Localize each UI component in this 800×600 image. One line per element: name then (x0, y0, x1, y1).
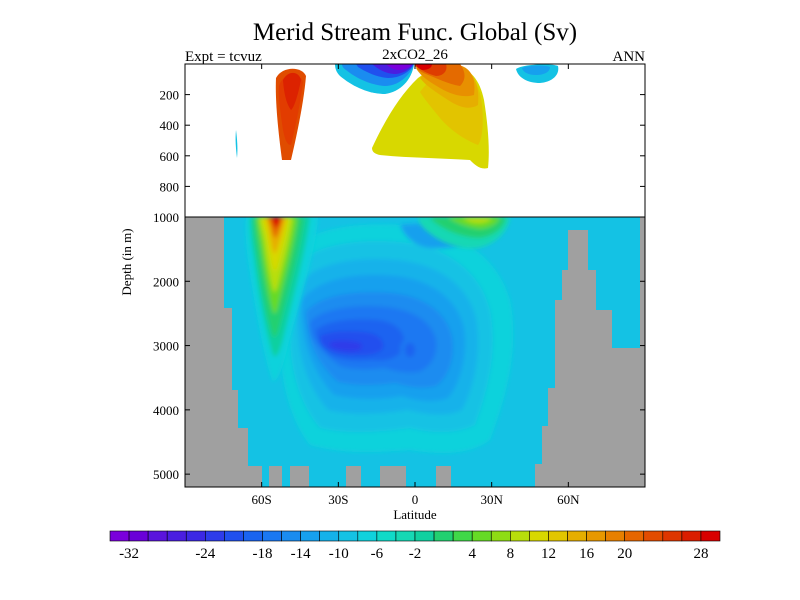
colorbar-swatch (205, 530, 225, 542)
chart-title: Merid Stream Func. Global (Sv) (253, 19, 577, 46)
weddell-feature (235, 130, 238, 158)
colorbar-label: 16 (579, 546, 595, 562)
colorbar-swatch (147, 530, 168, 542)
colorbar-swatch (643, 530, 664, 542)
seafloor-topography (185, 217, 645, 487)
land-mask (290, 466, 309, 487)
contour-band (405, 343, 415, 357)
colorbar-swatch (567, 530, 587, 542)
y-tick-label: 600 (160, 149, 180, 164)
land-mask (346, 466, 361, 487)
colorbar-label: -24 (195, 546, 215, 562)
tropical-negative-cell (335, 64, 414, 94)
colorbar-swatch (109, 530, 130, 542)
antarctic-deep-limb (245, 217, 318, 382)
y-tick-label: 800 (160, 179, 180, 194)
colorbar-label: 20 (617, 546, 632, 562)
colorbar-label: -2 (409, 546, 422, 562)
colorbar-swatch (224, 530, 244, 542)
lower-panel (184, 216, 646, 488)
land-mask (185, 217, 262, 487)
colorbar-label: -6 (371, 546, 384, 562)
colorbar-label: 4 (468, 546, 476, 562)
colorbar-swatch (166, 530, 187, 542)
northern-cell (372, 64, 489, 169)
colorbar-swatch (586, 530, 606, 542)
upper-panel (184, 63, 646, 218)
colorbar-swatch (510, 530, 530, 542)
colorbar-swatch (281, 530, 301, 542)
colorbar-swatch (452, 530, 473, 542)
subtitle-left: Expt = tcvuz (185, 49, 262, 65)
colorbar-swatch (300, 530, 320, 542)
subtitle-center: 2xCO2_26 (382, 47, 448, 63)
deep-cell (278, 223, 514, 453)
colorbar-swatch (376, 530, 397, 542)
colorbar-swatch (243, 530, 263, 542)
colorbar-swatch (414, 530, 435, 542)
colorbar-label: 12 (541, 546, 556, 562)
contour-band (271, 217, 281, 228)
contour-band (283, 72, 301, 110)
y-tick-label: 2000 (153, 274, 179, 289)
y-tick-label: 200 (160, 88, 180, 103)
colorbar-swatch (471, 530, 492, 542)
y-tick-label: 400 (160, 118, 180, 133)
contour-band (386, 64, 412, 70)
upper-contours (235, 64, 559, 169)
land-mask (535, 230, 645, 487)
colorbar-swatch (433, 530, 454, 542)
colorbar-swatch (605, 530, 625, 542)
y-tick-label: 5000 (153, 467, 179, 482)
colorbar-swatch (700, 530, 721, 542)
land-mask (640, 217, 645, 348)
x-tick-label: 30S (328, 492, 348, 507)
contour-band (329, 340, 363, 352)
colorbar-swatch (128, 530, 149, 542)
y-tick-label: 3000 (153, 339, 179, 354)
colorbar-label: 28 (693, 546, 708, 562)
lower-contours (185, 217, 645, 487)
north-atlantic-deep-limb (418, 217, 510, 249)
colorbar-label: -14 (291, 546, 311, 562)
x-tick-label: 60N (557, 492, 580, 507)
colorbar-swatch (357, 530, 378, 542)
y-axis-label: Depth (in m) (119, 228, 134, 295)
colorbar-swatch (185, 530, 206, 542)
axes: 60S 30S 0 30N 60N 200 400 600 800 1000 2000 3000 400… (153, 64, 645, 507)
land-mask (380, 466, 406, 487)
contour-band (522, 65, 550, 75)
subtitle-right: ANN (613, 49, 646, 65)
colorbar-swatch (662, 530, 683, 542)
colorbar-swatch (319, 530, 340, 542)
subpolar-cell (516, 64, 559, 83)
colorbar-swatch (529, 530, 549, 542)
y-tick-label: 1000 (153, 210, 179, 225)
contour-band (416, 64, 432, 70)
colorbar-swatch (681, 530, 702, 542)
x-axis-label: Latitude (393, 507, 437, 522)
colorbar-swatch (262, 530, 282, 542)
colorbar-swatch (624, 530, 645, 542)
antarctic-surface-cell (275, 68, 306, 160)
colorbar-swatch (338, 530, 359, 542)
x-tick-label: 60S (252, 492, 272, 507)
land-mask (269, 466, 282, 487)
contour-band (462, 217, 492, 223)
colorbar: -32 -24 -18 -14 -10 -6 -2 4 8 12 16 20 28 (109, 530, 721, 562)
land-mask (436, 466, 451, 487)
colorbar-label: -32 (119, 546, 139, 562)
colorbar-label: 8 (507, 546, 515, 562)
colorbar-label: -18 (253, 546, 273, 562)
x-tick-label: 0 (412, 492, 419, 507)
colorbar-swatch (548, 530, 568, 542)
colorbar-swatch (490, 530, 511, 542)
colorbar-swatch (395, 530, 416, 542)
colorbar-label: -10 (329, 546, 349, 562)
x-tick-label: 30N (480, 492, 503, 507)
y-tick-label: 4000 (153, 403, 179, 418)
